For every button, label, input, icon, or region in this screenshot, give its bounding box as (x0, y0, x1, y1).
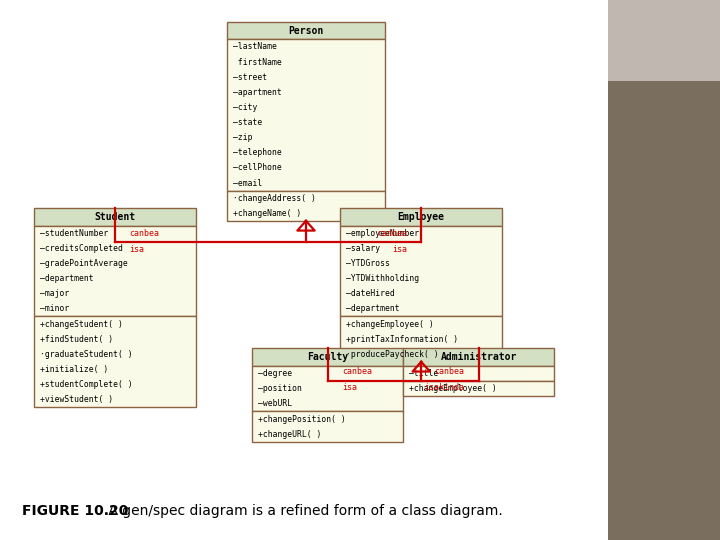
Text: ·changeAddress( ): ·changeAddress( ) (233, 194, 315, 202)
Text: –street: –street (233, 73, 266, 82)
Text: –creditsCompleted: –creditsCompleted (40, 244, 123, 253)
Text: Employee: Employee (397, 212, 445, 222)
Text: canbea: canbea (434, 367, 464, 376)
Text: +changeEmployee( ): +changeEmployee( ) (409, 384, 497, 393)
Bar (340, 316, 503, 362)
Bar (403, 366, 554, 381)
Bar (608, 0, 720, 81)
Bar (35, 316, 197, 407)
Text: isa: isa (130, 245, 145, 254)
Text: –minor: –minor (40, 305, 69, 313)
Bar (227, 39, 385, 191)
Bar (35, 208, 197, 226)
Bar (227, 22, 385, 39)
Text: Faculty: Faculty (307, 352, 348, 362)
Text: isa: isa (392, 245, 407, 254)
Text: +initialize( ): +initialize( ) (40, 365, 108, 374)
Text: +printTaxInformation( ): +printTaxInformation( ) (346, 335, 458, 343)
Text: –state: –state (233, 118, 262, 127)
Text: –gradePointAverage: –gradePointAverage (40, 259, 127, 268)
Text: –employeeNumber: –employeeNumber (346, 229, 419, 238)
Text: –major: –major (40, 289, 69, 298)
Text: –studentNumber: –studentNumber (40, 229, 108, 238)
Bar (252, 366, 403, 411)
Text: –YTDWithholding: –YTDWithholding (346, 274, 419, 283)
Text: firstName: firstName (233, 58, 282, 66)
Text: –email: –email (233, 179, 262, 187)
Bar (403, 381, 554, 396)
Text: +studentComplete( ): +studentComplete( ) (40, 380, 132, 389)
Text: isakinda: isakinda (424, 383, 464, 392)
Text: –salary: –salary (346, 244, 380, 253)
Text: –department: –department (346, 305, 400, 313)
Bar (252, 411, 403, 442)
Text: –department: –department (40, 274, 94, 283)
Text: +findStudent( ): +findStudent( ) (40, 335, 113, 343)
Text: +changeURL( ): +changeURL( ) (258, 430, 321, 438)
Bar (227, 191, 385, 221)
Text: –city: –city (233, 103, 257, 112)
Text: canbea: canbea (377, 229, 407, 238)
Text: ·graduateStudent( ): ·graduateStudent( ) (40, 350, 132, 359)
Text: +changeEmployee( ): +changeEmployee( ) (346, 320, 433, 328)
Text: –telephone: –telephone (233, 148, 282, 157)
Text: +changeName( ): +changeName( ) (233, 209, 301, 218)
Text: –zip: –zip (233, 133, 252, 142)
Text: Administrator: Administrator (441, 352, 517, 362)
Text: –cellPhone: –cellPhone (233, 164, 282, 172)
Text: –title: –title (409, 369, 438, 378)
Text: –YTDGross: –YTDGross (346, 259, 390, 268)
Bar (252, 348, 403, 366)
Text: –position: –position (258, 384, 302, 393)
Text: canbea: canbea (130, 229, 160, 238)
Bar (403, 348, 554, 366)
Bar (340, 226, 503, 316)
Text: A gen/spec diagram is a refined form of a class diagram.: A gen/spec diagram is a refined form of … (104, 504, 503, 518)
Text: +viewStudent( ): +viewStudent( ) (40, 395, 113, 404)
Text: –webURL: –webURL (258, 400, 292, 408)
Text: –dateHired: –dateHired (346, 289, 395, 298)
Bar (340, 208, 503, 226)
Text: –lastName: –lastName (233, 43, 276, 51)
Text: +changeStudent( ): +changeStudent( ) (40, 320, 123, 328)
Text: +changePosition( ): +changePosition( ) (258, 415, 346, 423)
Text: Student: Student (94, 212, 136, 222)
Text: –degree: –degree (258, 369, 292, 378)
Text: ·producePaycheck( ): ·producePaycheck( ) (346, 350, 438, 359)
Text: –apartment: –apartment (233, 88, 282, 97)
Text: canbea: canbea (342, 367, 372, 376)
Bar (35, 226, 197, 316)
Text: FIGURE 10.20: FIGURE 10.20 (22, 504, 128, 518)
Text: isa: isa (342, 383, 357, 392)
Text: Person: Person (289, 25, 323, 36)
Bar (608, 0, 720, 540)
